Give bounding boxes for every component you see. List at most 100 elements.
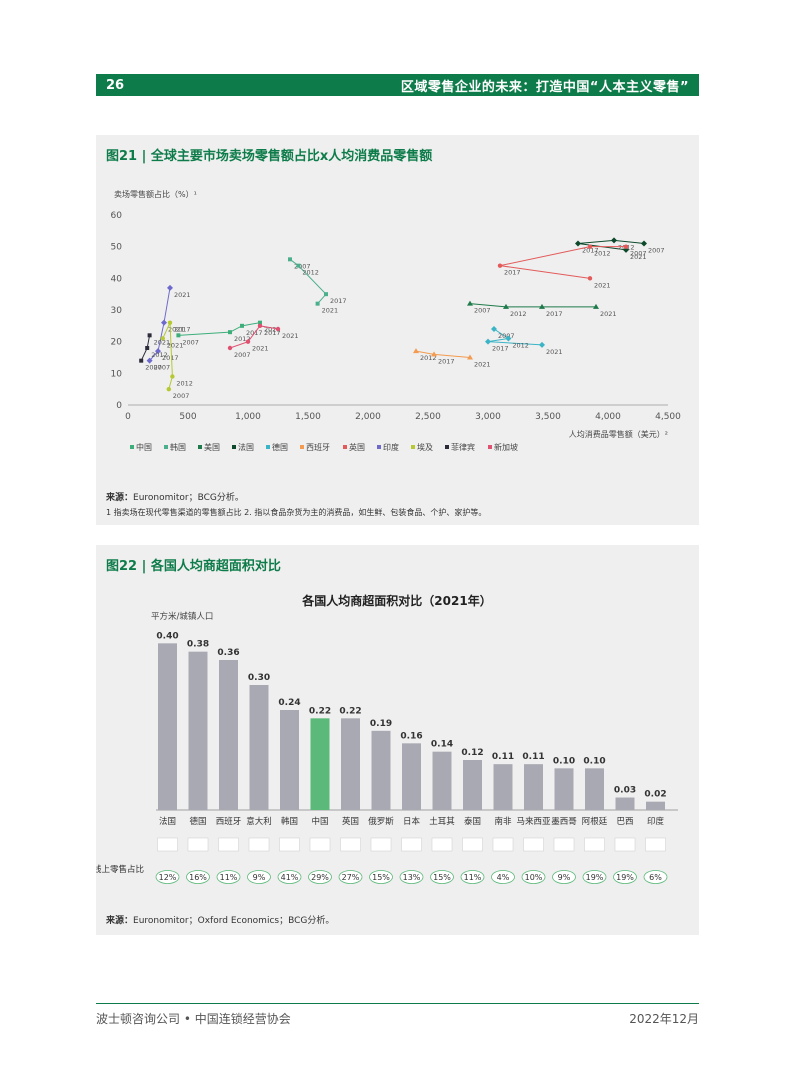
legend-marker — [232, 445, 236, 449]
bar-value-label: 0.10 — [583, 756, 605, 766]
y-tick-label: 10 — [111, 369, 123, 379]
data-point — [539, 303, 545, 309]
data-point — [155, 348, 161, 355]
data-point — [503, 303, 509, 309]
bar — [158, 643, 177, 810]
online-share-value: 29% — [311, 873, 329, 882]
footer-org: 波士顿咨询公司 • 中国连锁经营协会 — [96, 1012, 291, 1026]
online-share-value: 9% — [558, 873, 571, 882]
bar — [402, 743, 421, 810]
series-line — [289, 258, 327, 304]
point-year-label: 2012 — [234, 335, 251, 343]
point-year-label: 2007 — [173, 392, 190, 400]
data-point — [497, 263, 503, 268]
legend-label: 德国 — [272, 442, 288, 452]
series-line — [469, 303, 596, 308]
legend-label: 印度 — [383, 442, 399, 452]
legend-label: 新加坡 — [494, 442, 518, 452]
online-share-value: 12% — [159, 873, 177, 882]
data-point — [258, 320, 262, 325]
bar-value-label: 0.38 — [187, 640, 209, 650]
point-year-label: 2007 — [182, 338, 199, 346]
online-share-badge — [247, 870, 271, 884]
data-point — [275, 326, 281, 332]
data-point — [257, 323, 263, 329]
series-line — [162, 322, 173, 390]
point-year-label: 2021 — [168, 326, 185, 334]
online-share-badge — [552, 870, 576, 884]
category-label: 西班牙 — [216, 816, 242, 827]
figure21-note: 1 指卖场在现代零售渠道的零售额占比 2. 指以食品杂货为主的消费品，如生鲜、包… — [106, 508, 487, 517]
category-label: 俄罗斯 — [368, 816, 394, 827]
bar-value-label: 0.40 — [156, 631, 178, 641]
x-tick-label: 0 — [125, 412, 131, 422]
bar-value-label: 0.30 — [248, 673, 270, 683]
header-title: 区域零售企业的未来：打造中国“人本主义零售” — [400, 79, 689, 95]
data-point — [228, 330, 232, 335]
point-year-label: 2007 — [294, 262, 311, 270]
online-share-badge — [308, 870, 332, 884]
point-year-label: 2012 — [420, 354, 437, 362]
legend-label: 西班牙 — [306, 442, 330, 452]
figure22-source: 来源：Euronomitor；Oxford Economics；BCG分析。 — [106, 913, 334, 926]
bar-y-label: 平方米/城镇人口 — [151, 611, 213, 622]
online-share-value: 10% — [525, 873, 543, 882]
legend-label: 美国 — [204, 442, 220, 452]
legend-label: 韩国 — [170, 442, 186, 452]
category-label: 巴西 — [616, 817, 633, 827]
point-year-label: 2007 — [145, 364, 162, 372]
legend-label: 菲律宾 — [451, 442, 475, 452]
series-line — [149, 287, 171, 361]
flag-icon — [462, 837, 483, 852]
point-year-label: 2017 — [546, 310, 563, 318]
online-share-value: 4% — [497, 873, 510, 882]
data-point — [431, 351, 437, 357]
data-point — [587, 244, 593, 249]
bar — [219, 660, 238, 810]
point-year-label: 2017 — [264, 329, 281, 337]
data-point — [167, 320, 173, 325]
legend-marker — [343, 445, 347, 449]
category-label: 印度 — [647, 816, 665, 827]
bar-value-label: 0.12 — [461, 748, 483, 758]
bar — [493, 764, 513, 810]
legend-marker — [377, 445, 381, 449]
bar — [585, 768, 604, 810]
figure21-panel: 图21 | 全球主要市场卖场零售额占比x人均消费品零售额 卖场零售额占比（%）¹… — [96, 135, 699, 525]
bar-value-label: 0.36 — [217, 648, 239, 658]
x-tick-label: 1,500 — [295, 412, 321, 422]
figure22-panel: 图22 | 各国人均商超面积对比 各国人均商超面积对比（2021年） 平方米/城镇… — [96, 545, 699, 935]
bar — [280, 710, 299, 810]
data-point — [170, 374, 175, 379]
category-label: 英国 — [342, 816, 359, 827]
bar-value-label: 0.24 — [278, 698, 300, 708]
online-share-value: 11% — [464, 873, 482, 882]
online-share-value: 41% — [281, 873, 299, 882]
point-year-label: 2021 — [174, 291, 191, 299]
online-share-badge — [582, 870, 607, 884]
point-year-label: 2021 — [546, 348, 563, 356]
data-point — [161, 319, 167, 326]
online-share-value: 11% — [220, 873, 238, 882]
series-line — [178, 322, 261, 336]
point-year-label: 2007 — [154, 364, 171, 372]
data-point — [288, 257, 292, 262]
source-text: Euronomitor；BCG分析。 — [133, 493, 244, 503]
point-year-label: 2021 — [252, 345, 269, 353]
flag-icon — [431, 837, 453, 852]
bar-value-label: 0.22 — [339, 706, 361, 716]
bar — [432, 751, 452, 810]
online-share-label: 线上零售占比 — [96, 864, 144, 875]
flag-icon — [187, 837, 209, 852]
online-share-badge — [155, 870, 180, 884]
point-year-label: 2012 — [151, 351, 168, 359]
category-label: 土耳其 — [429, 816, 455, 827]
figure21-source: 来源：Euronomitor；BCG分析。 — [106, 490, 244, 503]
x-tick-label: 500 — [179, 412, 196, 422]
point-year-label: 2012 — [176, 380, 193, 388]
bar — [646, 801, 665, 810]
category-label: 意大利 — [246, 816, 272, 827]
flag-icon — [645, 837, 666, 852]
data-point — [166, 386, 171, 392]
bar-chart: 各国人均商超面积对比（2021年） 平方米/城镇人口 0.40 法国 12% 0.38 德国… — [96, 593, 678, 884]
